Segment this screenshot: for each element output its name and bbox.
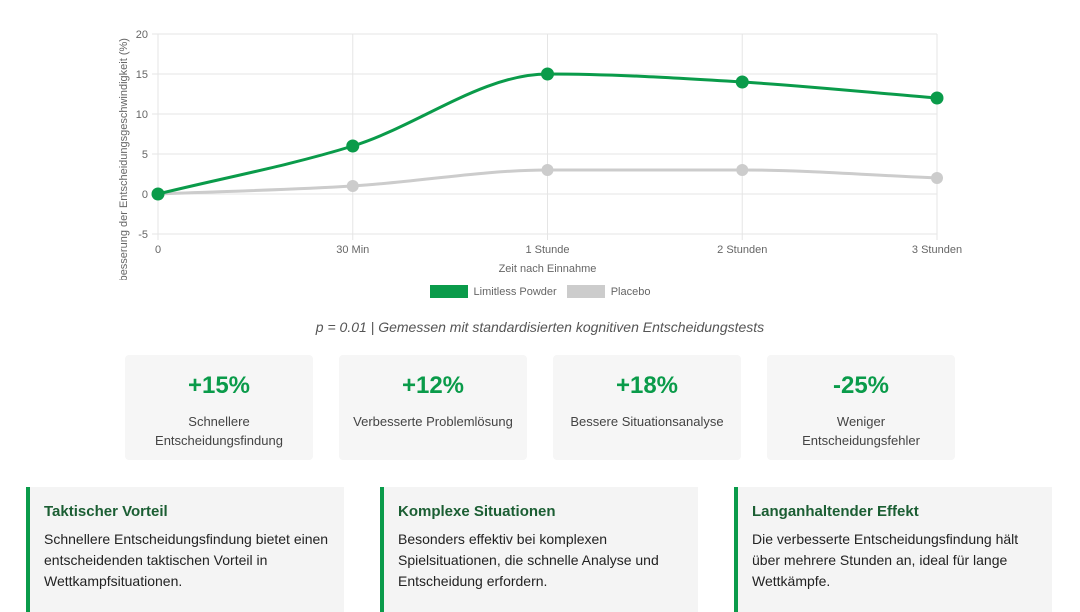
data-point-placebo xyxy=(931,172,943,184)
data-point-placebo xyxy=(346,180,359,192)
x-axis-title: Zeit nach Einnahme xyxy=(499,263,597,275)
stat-box: +15% Schnellere Entscheidungsfindung xyxy=(125,355,313,460)
legend-item-limitless-powder[interactable]: Limitless Powder xyxy=(429,285,557,298)
y-tick-label: 0 xyxy=(142,189,148,201)
line-chart: -5 0 5 10 15 20 0 30 Min 1 Stunde 2 Stunden 3 Stun… xyxy=(118,29,962,280)
data-point-limitless-powder xyxy=(346,139,360,153)
y-axis-title: Verbesserung der Entscheidungsgeschwindi… xyxy=(118,38,130,280)
data-point-limitless-powder xyxy=(541,67,554,81)
x-tick-label: 3 Stunden xyxy=(912,244,962,256)
legend-label-limitless-powder: Limitless Powder xyxy=(473,285,557,298)
benefit-card: Komplexe Situationen Besonders effektiv … xyxy=(380,487,698,612)
legend-item-placebo[interactable]: Placebo xyxy=(566,285,651,298)
x-tick-label: 1 Stunde xyxy=(525,244,569,256)
benefit-card: Langanhaltender Effekt Die verbesserte E… xyxy=(734,487,1052,612)
card-text: Die verbesserte Entscheidungsfindung häl… xyxy=(752,531,1019,589)
x-tick-label: 30 Min xyxy=(336,244,369,256)
y-tick-label: 5 xyxy=(142,149,148,161)
y-tick-label: 20 xyxy=(136,29,148,41)
data-point-placebo xyxy=(736,164,749,176)
benefit-card: Taktischer Vorteil Schnellere Entscheidu… xyxy=(26,487,344,612)
data-point-placebo xyxy=(541,164,554,176)
data-point-limitless-powder xyxy=(930,91,944,105)
stat-value: +18% xyxy=(615,372,679,399)
x-tick-label: 2 Stunden xyxy=(717,244,767,256)
data-point-limitless-powder xyxy=(151,187,165,201)
benefit-cards: Taktischer Vorteil Schnellere Entscheidu… xyxy=(26,487,1052,612)
stat-value: -25% xyxy=(832,372,890,399)
y-tick-label: -5 xyxy=(138,229,148,241)
card-title: Langanhaltender Effekt xyxy=(752,503,919,520)
stat-label: Weniger Entscheidungsfehler xyxy=(802,414,920,448)
stat-label: Schnellere Entscheidungsfindung xyxy=(155,414,283,448)
stat-value: +12% xyxy=(401,372,465,399)
legend-swatch-placebo xyxy=(566,285,605,298)
y-tick-label: 15 xyxy=(136,69,148,81)
card-text: Besonders effektiv bei komplexen Spielsi… xyxy=(398,531,659,589)
chart-legend: Limitless Powder Placebo xyxy=(0,285,1080,298)
legend-swatch-limitless-powder xyxy=(429,285,468,298)
x-tick-label: 0 xyxy=(155,244,161,256)
stat-box: -25% Weniger Entscheidungsfehler xyxy=(767,355,955,460)
data-point-limitless-powder xyxy=(735,75,749,89)
stat-box: +12% Verbesserte Problemlösung xyxy=(339,355,527,460)
card-title: Taktischer Vorteil xyxy=(44,503,168,520)
stat-value: +15% xyxy=(187,372,251,399)
stat-label: Verbesserte Problemlösung xyxy=(353,414,513,429)
stats-row: +15% Schnellere Entscheidungsfindung +12… xyxy=(125,355,955,460)
y-tick-label: 10 xyxy=(136,109,148,121)
stat-box: +18% Bessere Situationsanalyse xyxy=(553,355,741,460)
card-text: Schnellere Entscheidungsfindung bietet e… xyxy=(44,531,329,589)
legend-label-placebo: Placebo xyxy=(610,285,651,298)
stat-label: Bessere Situationsanalyse xyxy=(570,414,724,429)
card-title: Komplexe Situationen xyxy=(398,503,556,520)
chart-caption: p = 0.01 | Gemessen mit standardisierten… xyxy=(315,319,765,335)
